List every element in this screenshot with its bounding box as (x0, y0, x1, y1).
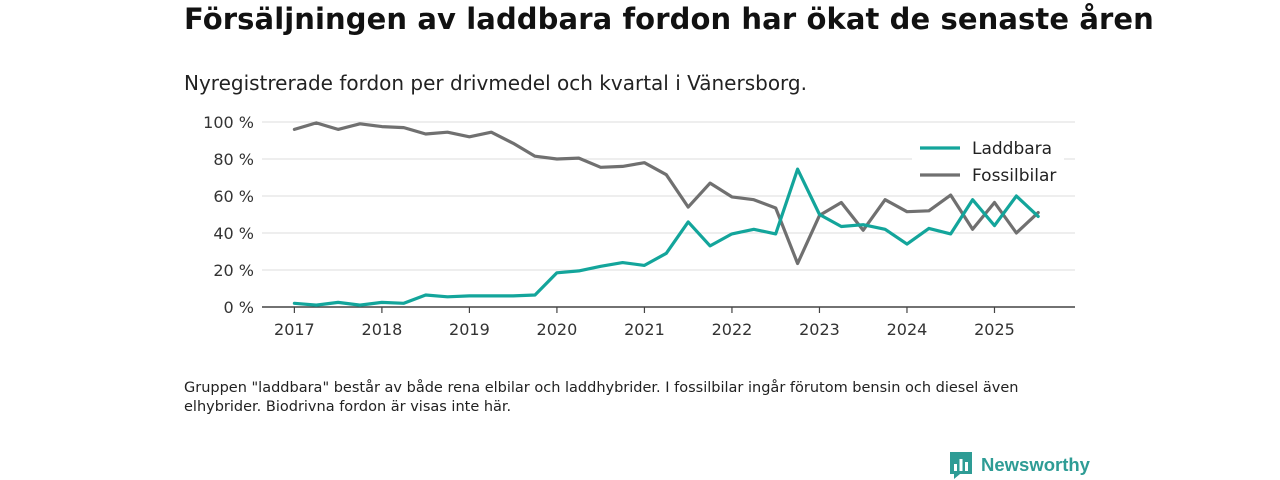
y-tick-label: 20 % (213, 261, 254, 280)
y-tick-label: 100 % (203, 113, 254, 132)
chart-title: Försäljningen av laddbara fordon har öka… (184, 2, 1154, 36)
y-tick-label: 0 % (224, 298, 254, 317)
x-tick-label: 2019 (449, 320, 490, 339)
series-line-laddbara (292, 167, 1040, 307)
x-tick-label: 2017 (274, 320, 315, 339)
series-line-fossilbilar (292, 121, 1040, 266)
brand-logo[interactable]: Newsworthy (948, 450, 1090, 480)
y-tick-label: 60 % (213, 187, 254, 206)
x-tick-label: 2022 (712, 320, 753, 339)
x-tick-label: 2024 (887, 320, 928, 339)
chart-subtitle: Nyregistrerade fordon per drivmedel och … (184, 71, 807, 95)
x-tick-label: 2020 (537, 320, 578, 339)
y-tick-label: 40 % (213, 224, 254, 243)
legend-background (912, 134, 1064, 192)
x-tick-label: 2025 (974, 320, 1015, 339)
brand-name: Newsworthy (981, 454, 1090, 475)
x-tick-label: 2021 (624, 320, 665, 339)
legend-label-fossilbilar: Fossilbilar (972, 166, 1056, 186)
footnote: Gruppen "laddbara" består av både rena e… (184, 380, 1019, 415)
x-tick-label: 2018 (362, 320, 403, 339)
x-tick-label: 2023 (799, 320, 840, 339)
legend-label-laddbara: Laddbara (972, 139, 1052, 159)
y-tick-label: 80 % (213, 150, 254, 169)
newsworthy-logo-icon (950, 452, 972, 479)
